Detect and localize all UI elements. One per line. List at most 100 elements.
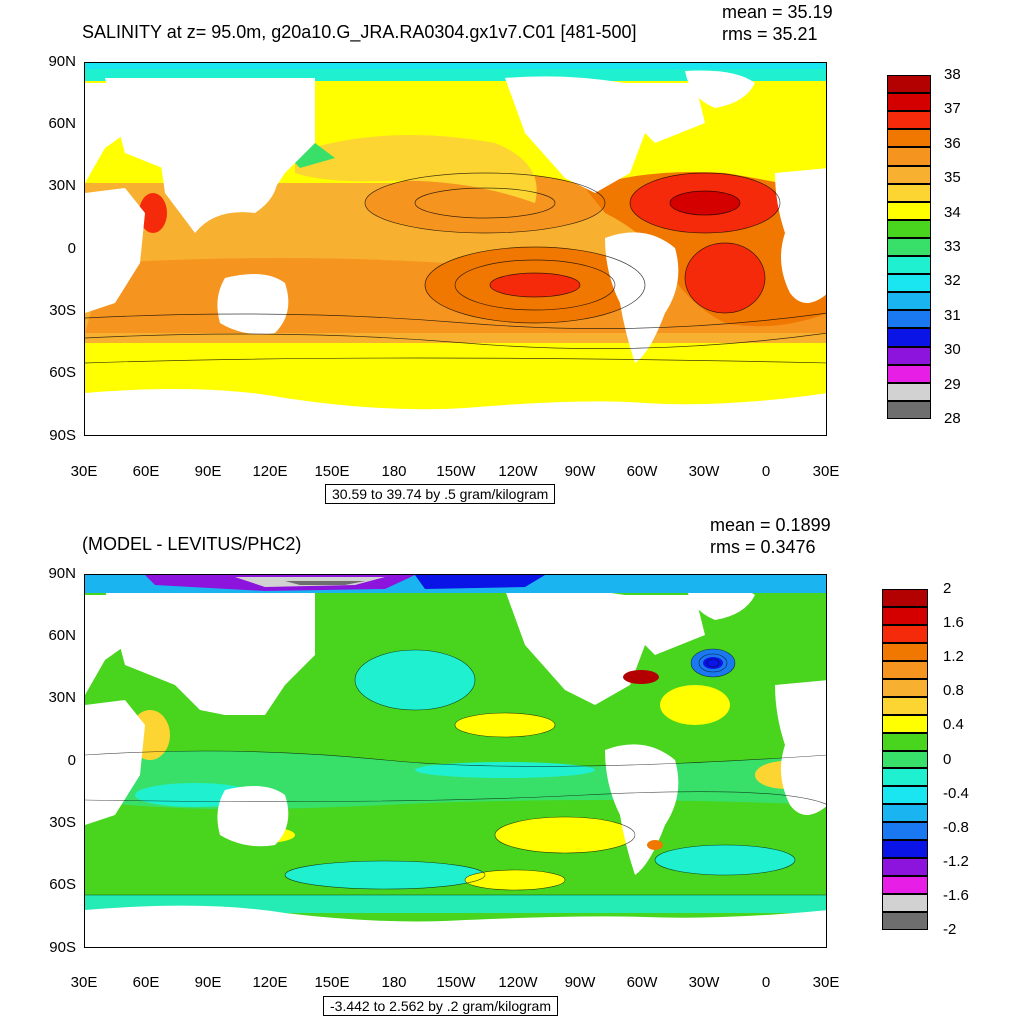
lon-tick-label: 60W	[626, 974, 658, 991]
colorbar-label: 2	[943, 580, 952, 597]
lon-tick-label: 60W	[626, 463, 658, 480]
colorbar-swatch	[887, 93, 931, 112]
colorbar-swatch	[887, 274, 931, 293]
lon-tick-label: 0	[761, 974, 771, 991]
lon-tick-label: 120W	[498, 463, 538, 480]
colorbar-label: 1.2	[943, 648, 964, 666]
colorbar-swatch	[882, 912, 928, 930]
lat-tick-label: 90S	[49, 427, 76, 444]
colorbar-swatch	[882, 858, 928, 877]
colorbar-label: 37	[944, 100, 961, 118]
rms-label: rms = 0.3476	[710, 537, 816, 557]
colorbar-label: 29	[944, 375, 961, 393]
lon-tick-label: 180	[381, 974, 407, 991]
lon-tick-label: 60E	[132, 974, 160, 991]
colorbar-swatch	[882, 678, 928, 697]
colorbar-swatch	[887, 346, 931, 365]
contour-range-label: -3.442 to 2.562 by .2 gram/kilogram	[323, 996, 559, 1016]
contour-range-label: 30.59 to 39.74 by .5 gram/kilogram	[325, 484, 556, 504]
colorbar-swatch	[882, 768, 928, 787]
colorbar-label: 31	[944, 306, 961, 324]
lat-tick-label: 60N	[48, 627, 76, 644]
colorbar-swatch	[887, 382, 931, 401]
colorbar-swatch	[882, 624, 928, 643]
colorbar-label: -1.2	[943, 852, 969, 870]
rms-label: rms = 35.21	[722, 24, 818, 44]
lon-tick-label: 180	[381, 463, 407, 480]
colorbar-swatch	[887, 328, 931, 347]
colorbar-label: 0.4	[943, 716, 964, 734]
colorbar-label: 35	[944, 169, 961, 187]
lon-tick-label: 90E	[194, 974, 222, 991]
lon-tick-label: 120E	[252, 974, 288, 991]
lat-tick-label: 30N	[48, 689, 76, 706]
colorbar-swatch	[882, 786, 928, 805]
lon-tick-label: 90E	[194, 463, 222, 480]
colorbar-label: -1.6	[943, 886, 969, 904]
lon-tick-label: 150W	[436, 463, 476, 480]
colorbar-swatch	[887, 75, 931, 94]
colorbar-swatch	[882, 876, 928, 895]
colorbar-swatch	[882, 589, 928, 607]
colorbar-swatch	[887, 111, 931, 130]
lat-tick-label: 30N	[48, 177, 76, 194]
colorbar-swatch	[887, 292, 931, 311]
mean-label: mean = 35.19	[722, 2, 833, 22]
colorbar-label: -0.8	[943, 818, 969, 836]
colorbar-swatch	[882, 840, 928, 859]
colorbar-swatch	[887, 364, 931, 383]
lat-tick-label: 0	[67, 752, 76, 769]
colorbar-label: -2	[943, 921, 957, 938]
colorbar	[887, 75, 931, 419]
lat-tick-label: 90N	[48, 53, 76, 70]
colorbar-label: 1.6	[943, 614, 964, 632]
mean-label: mean = 0.1899	[710, 515, 831, 535]
colorbar-swatch	[887, 129, 931, 148]
colorbar-label: 38	[944, 66, 961, 83]
colorbar-swatch	[882, 822, 928, 841]
lon-tick-label: 120E	[252, 463, 288, 480]
lon-tick-label: 30W	[688, 463, 720, 480]
colorbar-swatch	[882, 696, 928, 715]
colorbar-label: 0	[943, 750, 952, 768]
lat-tick-label: 90S	[49, 939, 76, 956]
colorbar-swatch	[882, 894, 928, 913]
colorbar-label: 36	[944, 134, 961, 152]
lon-tick-label: 150E	[314, 974, 350, 991]
colorbar-swatch	[887, 201, 931, 220]
colorbar-swatch	[882, 732, 928, 751]
colorbar-swatch	[887, 183, 931, 202]
colorbar-label: 32	[944, 272, 961, 290]
lat-tick-label: 60S	[49, 876, 76, 893]
lon-tick-label: 90W	[564, 463, 596, 480]
salinity-map	[84, 62, 827, 436]
colorbar-swatch	[882, 660, 928, 679]
colorbar-swatch	[882, 642, 928, 661]
colorbar-swatch	[887, 165, 931, 184]
colorbar	[882, 589, 928, 930]
lon-tick-label: 60E	[132, 463, 160, 480]
lat-tick-label: 30S	[49, 814, 76, 831]
lat-tick-label: 60S	[49, 364, 76, 381]
lon-tick-label: 30E	[812, 463, 840, 480]
colorbar-swatch	[887, 400, 931, 419]
colorbar-swatch	[887, 219, 931, 238]
colorbar-swatch	[882, 750, 928, 769]
lon-tick-label: 30E	[70, 463, 98, 480]
lon-tick-label: 150E	[314, 463, 350, 480]
colorbar-swatch	[887, 310, 931, 329]
lat-tick-label: 60N	[48, 115, 76, 132]
colorbar-label: 33	[944, 238, 961, 255]
lon-tick-label: 90W	[564, 974, 596, 991]
lon-tick-label: 150W	[436, 974, 476, 991]
colorbar-swatch	[882, 804, 928, 823]
colorbar-swatch	[882, 714, 928, 733]
colorbar-label: 34	[944, 203, 961, 221]
colorbar-label: 0.8	[943, 682, 964, 700]
lat-tick-label: 90N	[48, 565, 76, 582]
colorbar-label: 28	[944, 410, 961, 427]
lat-tick-label: 30S	[49, 302, 76, 319]
colorbar-swatch	[887, 147, 931, 166]
panel-title: (MODEL - LEVITUS/PHC2)	[82, 534, 302, 554]
lat-tick-label: 0	[67, 240, 76, 257]
